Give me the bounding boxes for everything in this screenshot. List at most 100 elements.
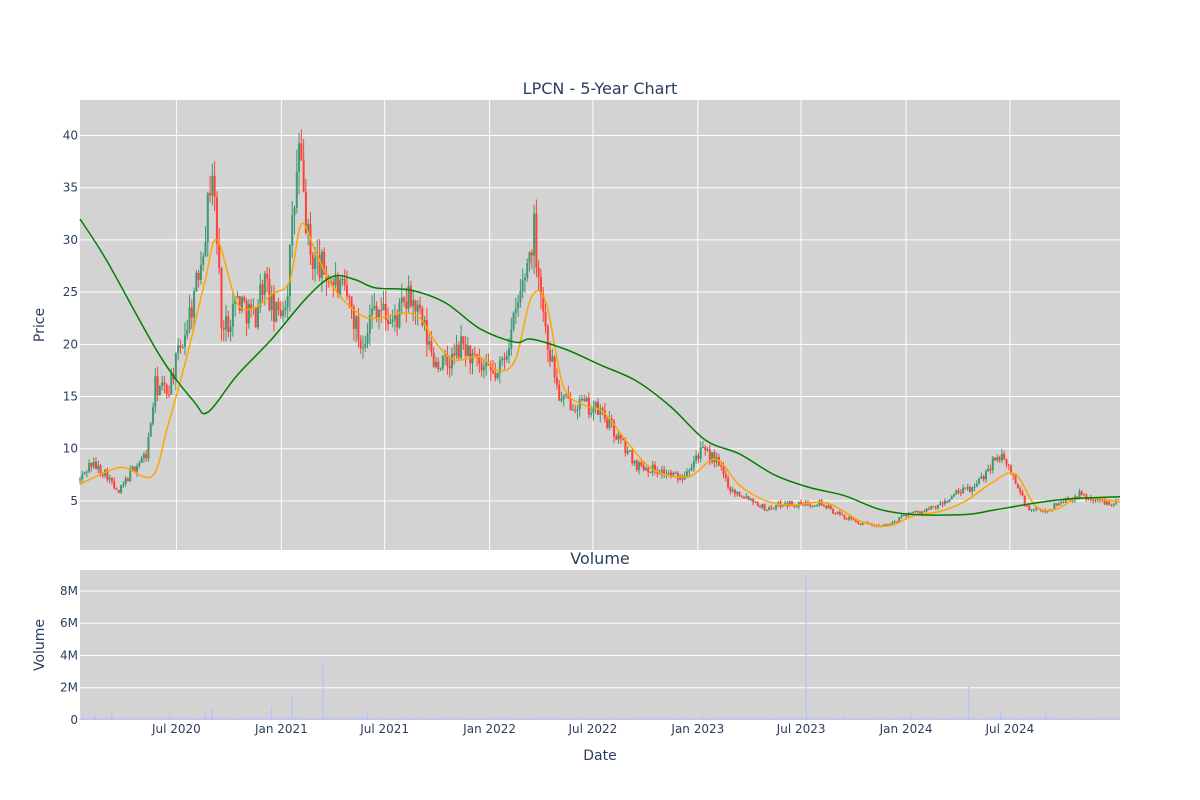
- candle-body: [512, 312, 515, 330]
- volume-bar: [735, 717, 737, 720]
- volume-bar: [182, 718, 184, 720]
- volume-bar: [1006, 717, 1007, 720]
- volume-bar: [1074, 718, 1076, 720]
- volume-y-tick-label: 8M: [60, 584, 78, 598]
- volume-bar: [849, 717, 851, 720]
- volume-subplot-title: Volume: [570, 549, 630, 568]
- volume-bar: [195, 718, 197, 720]
- volume-bar: [807, 718, 809, 720]
- volume-bar: [588, 718, 590, 720]
- candle-body: [980, 476, 983, 479]
- candle-body: [1096, 499, 1099, 501]
- volume-bar: [828, 718, 829, 720]
- volume-bar: [627, 718, 629, 720]
- candle-body: [754, 502, 757, 504]
- candle-body: [256, 306, 259, 328]
- candle-body: [163, 382, 166, 385]
- candle-body: [1108, 501, 1111, 506]
- volume-bar: [712, 717, 714, 720]
- volume-bar: [297, 717, 299, 720]
- candle-body: [948, 499, 951, 503]
- volume-bar: [607, 717, 609, 720]
- volume-bar: [118, 717, 120, 720]
- candle-body: [154, 376, 157, 408]
- volume-bar-spike: [805, 574, 807, 720]
- volume-bar: [898, 717, 900, 720]
- volume-bar: [559, 717, 561, 720]
- volume-bar: [935, 718, 937, 720]
- candle-body: [727, 477, 730, 488]
- candle-body: [991, 457, 994, 471]
- candle-body: [706, 449, 709, 451]
- volume-bar: [334, 718, 335, 720]
- volume-bar: [1019, 718, 1021, 720]
- volume-bar: [573, 718, 575, 720]
- candle-body: [448, 366, 451, 369]
- volume-bar: [650, 718, 651, 720]
- volume-bar: [470, 718, 472, 720]
- volume-bar: [235, 718, 237, 720]
- volume-bar: [753, 718, 755, 720]
- volume-bar: [343, 717, 344, 720]
- candle-body: [845, 518, 848, 520]
- volume-bar: [451, 717, 453, 720]
- volume-bar: [428, 718, 430, 720]
- volume-bar: [326, 718, 327, 720]
- volume-bar: [758, 717, 760, 720]
- volume-bar: [777, 717, 779, 720]
- volume-bar: [612, 718, 614, 720]
- volume-bar: [151, 718, 153, 720]
- volume-bar: [639, 717, 641, 720]
- volume-bar: [190, 717, 192, 720]
- volume-bar: [1104, 718, 1105, 720]
- volume-bar: [353, 718, 355, 720]
- candle-body: [763, 504, 766, 511]
- volume-bar: [862, 717, 864, 720]
- candle-body: [996, 457, 999, 461]
- volume-bar-spike: [82, 714, 85, 720]
- volume-bar: [1031, 718, 1032, 720]
- volume-bar: [1056, 717, 1058, 720]
- volume-bar: [248, 718, 250, 720]
- volume-bar: [460, 717, 462, 720]
- candle-body: [188, 307, 191, 330]
- volume-bar: [431, 718, 432, 720]
- volume-bar: [119, 718, 121, 720]
- candle-body: [380, 310, 383, 312]
- volume-bar: [919, 717, 921, 720]
- volume-bar: [491, 718, 493, 720]
- volume-bar: [1072, 719, 1074, 720]
- volume-bar: [816, 717, 818, 720]
- candle-body: [649, 471, 652, 473]
- volume-bar: [992, 718, 994, 720]
- volume-bar: [469, 718, 471, 720]
- volume-bar: [953, 717, 955, 720]
- volume-bar-spike: [783, 715, 785, 720]
- candle-body: [738, 491, 741, 496]
- candle-body: [190, 307, 193, 318]
- volume-bar: [768, 718, 770, 720]
- price-y-tick-labels: 5 10 15 20 25 30 35 40: [63, 128, 78, 507]
- volume-bar: [486, 717, 488, 720]
- candle-body: [323, 251, 326, 275]
- volume-bar: [750, 718, 752, 720]
- volume-bar: [305, 718, 307, 720]
- volume-bar: [872, 718, 874, 720]
- candle-body: [688, 470, 691, 472]
- volume-bar: [245, 718, 246, 720]
- candle-body: [108, 477, 111, 480]
- candle-body: [460, 336, 463, 358]
- candle-body: [578, 399, 581, 410]
- candle-body: [852, 519, 855, 521]
- volume-bar: [476, 717, 478, 720]
- volume-bar: [957, 717, 958, 720]
- volume-bar: [250, 717, 252, 720]
- volume-bar: [574, 718, 576, 720]
- volume-bar-spike: [271, 707, 273, 720]
- x-tick-label: Jul 2021: [359, 722, 409, 736]
- candle-body: [83, 472, 86, 475]
- volume-bar: [323, 717, 325, 720]
- volume-bar: [808, 718, 810, 720]
- candle-body: [1115, 501, 1118, 504]
- candle-body: [245, 300, 248, 324]
